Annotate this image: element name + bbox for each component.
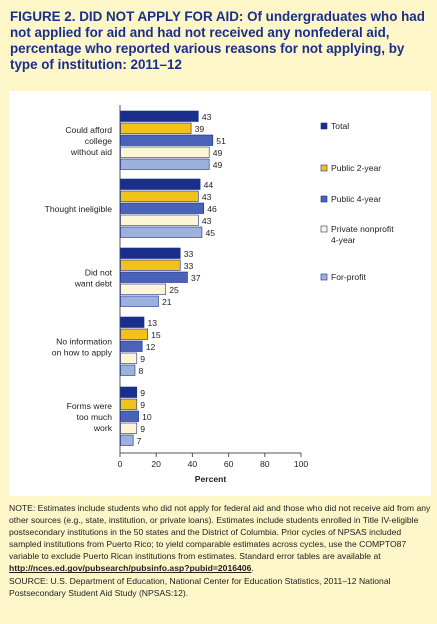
value-label: 9 bbox=[140, 388, 145, 398]
bar bbox=[120, 259, 181, 271]
value-label: 49 bbox=[213, 148, 223, 158]
category-label: No information bbox=[56, 337, 112, 347]
bar bbox=[120, 434, 134, 446]
bar bbox=[120, 247, 181, 259]
value-label: 37 bbox=[191, 273, 201, 283]
standard-error-link[interactable]: http://nces.ed.gov/pubsearch/pubsinfo.as… bbox=[9, 563, 252, 574]
bar bbox=[120, 190, 199, 202]
category-label: on how to apply bbox=[52, 348, 113, 358]
value-label: 45 bbox=[205, 228, 215, 238]
bar bbox=[120, 146, 210, 158]
value-label: 21 bbox=[162, 297, 172, 307]
bar bbox=[120, 386, 138, 398]
note-text-end: . bbox=[251, 563, 254, 574]
legend-label: Private nonprofit bbox=[331, 224, 394, 234]
bar bbox=[120, 226, 203, 238]
bar bbox=[120, 178, 201, 190]
value-label: 33 bbox=[184, 249, 194, 259]
x-tick-label: 60 bbox=[224, 459, 234, 469]
bar bbox=[120, 122, 192, 134]
x-tick-label: 80 bbox=[260, 459, 270, 469]
legend-swatch bbox=[320, 164, 328, 172]
bar bbox=[120, 398, 138, 410]
chart-panel: 0 20 40 60 80 100 Percent 43 39 51 49 49 Could affor… bbox=[9, 91, 431, 496]
bar bbox=[120, 410, 139, 422]
value-label: 13 bbox=[148, 318, 158, 328]
value-label: 46 bbox=[207, 204, 217, 214]
legend-label: 4-year bbox=[331, 235, 355, 245]
bar bbox=[120, 352, 138, 364]
legend-swatch bbox=[320, 195, 328, 203]
category-label: college bbox=[85, 136, 112, 146]
bar bbox=[120, 202, 205, 214]
bar bbox=[120, 158, 210, 170]
note-block: NOTE: Estimates include students who did… bbox=[9, 502, 433, 599]
legend-label: For-profit bbox=[331, 272, 366, 282]
value-label: 10 bbox=[142, 412, 152, 422]
value-label: 49 bbox=[213, 160, 223, 170]
category-label: Did not bbox=[85, 268, 113, 278]
bar bbox=[120, 134, 214, 146]
category-label: want debt bbox=[74, 279, 113, 289]
value-label: 25 bbox=[169, 285, 179, 295]
value-label: 39 bbox=[195, 124, 205, 134]
value-label: 44 bbox=[204, 180, 214, 190]
category-label: too much bbox=[77, 412, 113, 422]
value-label: 43 bbox=[202, 112, 212, 122]
bar bbox=[120, 328, 148, 340]
value-label: 43 bbox=[202, 192, 212, 202]
value-label: 33 bbox=[184, 261, 194, 271]
source-text: SOURCE: U.S. Department of Education, Na… bbox=[9, 575, 391, 598]
category-label: Forms were bbox=[67, 401, 113, 411]
category-label: Could afford bbox=[65, 125, 112, 135]
value-label: 7 bbox=[137, 436, 142, 446]
legend-label: Total bbox=[331, 121, 349, 131]
bar bbox=[120, 316, 145, 328]
bar bbox=[120, 364, 136, 376]
category-label: without aid bbox=[70, 147, 112, 157]
bar bbox=[120, 283, 167, 295]
value-label: 8 bbox=[138, 366, 143, 376]
value-label: 51 bbox=[216, 136, 226, 146]
legend-label: Public 2-year bbox=[331, 163, 381, 173]
value-label: 9 bbox=[140, 424, 145, 434]
value-label: 15 bbox=[151, 330, 161, 340]
figure-title: FIGURE 2. DID NOT APPLY FOR AID: Of unde… bbox=[10, 9, 425, 72]
x-tick-label: 0 bbox=[118, 459, 123, 469]
bar bbox=[120, 295, 159, 307]
legend-swatch bbox=[320, 122, 328, 130]
legend-swatch bbox=[320, 273, 328, 281]
x-tick-label: 40 bbox=[188, 459, 198, 469]
x-tick-label: 20 bbox=[151, 459, 161, 469]
category-label: Thought ineligible bbox=[45, 204, 113, 214]
value-label: 9 bbox=[140, 400, 145, 410]
bar bbox=[120, 340, 143, 352]
legend-swatch bbox=[320, 225, 328, 233]
legend-label: Public 4-year bbox=[331, 194, 381, 204]
value-label: 43 bbox=[202, 216, 212, 226]
category-label: work bbox=[93, 423, 113, 433]
x-tick-label: 100 bbox=[294, 459, 309, 469]
x-axis-title: Percent bbox=[195, 474, 227, 484]
bar bbox=[120, 110, 199, 122]
bar-chart: 0 20 40 60 80 100 Percent 43 39 51 49 49 Could affor… bbox=[45, 105, 394, 484]
bar bbox=[120, 214, 199, 226]
bar bbox=[120, 271, 188, 283]
value-label: 12 bbox=[146, 342, 156, 352]
note-text: NOTE: Estimates include students who did… bbox=[9, 503, 431, 562]
bar bbox=[120, 422, 138, 434]
value-label: 9 bbox=[140, 354, 145, 364]
